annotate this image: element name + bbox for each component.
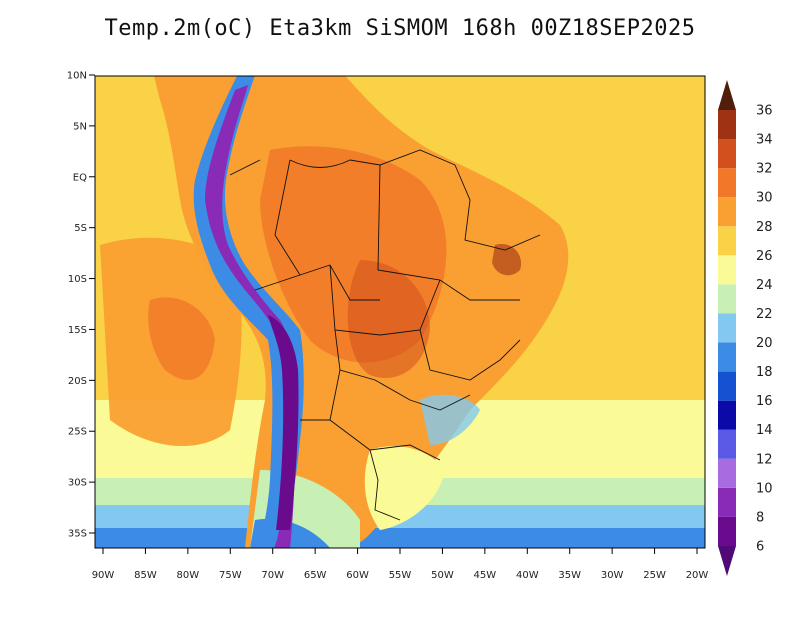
- colorbar-label: 22: [756, 307, 773, 322]
- lon-tick-label: 80W: [177, 570, 200, 581]
- colorbar-label: 24: [756, 278, 773, 293]
- lat-tick-label: 10N: [67, 71, 87, 82]
- lat-tick-label: 20S: [68, 376, 87, 387]
- lat-tick-label: 30S: [68, 478, 87, 489]
- lat-tick-label: 15S: [68, 325, 87, 336]
- colorbar-label: 18: [756, 365, 773, 380]
- lon-tick-label: 40W: [516, 570, 539, 581]
- lon-tick-label: 55W: [389, 570, 412, 581]
- southeast-coast-cool: [420, 394, 480, 445]
- colorbar-swatch: [718, 458, 736, 488]
- lon-tick-label: 70W: [261, 570, 284, 581]
- lat-tick-label: EQ: [73, 172, 87, 183]
- latitude-axis: 10N 5N EQ 5S 10S 15S 20S 25S 30S 35S: [67, 71, 95, 540]
- colorbar-label: 30: [756, 191, 773, 206]
- lat-tick-label: 35S: [68, 529, 87, 540]
- lat-tick-label: 10S: [68, 274, 87, 285]
- colorbar-label: 34: [756, 133, 773, 148]
- lon-tick-label: 85W: [134, 570, 157, 581]
- colorbar-swatch: [718, 487, 736, 517]
- political-borders: [229, 149, 541, 521]
- colorbar-label: 20: [756, 336, 773, 351]
- colorbar-under-triangle: [718, 546, 736, 576]
- colorbar-label: 26: [756, 249, 773, 264]
- colorbar-label: 6: [756, 540, 764, 555]
- colorbar-swatch: [718, 226, 736, 256]
- colorbar-over-triangle: [718, 80, 736, 110]
- lon-tick-label: 25W: [643, 570, 666, 581]
- colorbar-label: 36: [756, 104, 773, 119]
- lon-tick-label: 50W: [431, 570, 454, 581]
- colorbar-label: 8: [756, 510, 764, 525]
- colorbar-swatch: [718, 110, 736, 140]
- lon-tick-label: 60W: [346, 570, 369, 581]
- temperature-field: [95, 76, 705, 548]
- colorbar-label: 10: [756, 481, 773, 496]
- lon-tick-label: 20W: [686, 570, 709, 581]
- lat-tick-label: 5N: [73, 121, 87, 132]
- lon-tick-label: 65W: [304, 570, 327, 581]
- central-hot-core: [347, 260, 430, 378]
- lat-tick-label: 25S: [68, 427, 87, 438]
- colorbar-swatch: [718, 429, 736, 459]
- colorbar-swatch: [718, 255, 736, 285]
- colorbar-label: 14: [756, 423, 773, 438]
- colorbar: 6 8 10 12 14 16 18 20 22 24 26 28 30 32 34 36: [718, 80, 773, 576]
- colorbar-swatch: [718, 342, 736, 372]
- lat-tick-label: 5S: [74, 223, 87, 234]
- lon-tick-label: 75W: [219, 570, 242, 581]
- colorbar-swatch: [718, 313, 736, 343]
- colorbar-swatch: [718, 371, 736, 401]
- colorbar-swatch: [718, 284, 736, 314]
- colorbar-swatch: [718, 516, 736, 546]
- lon-tick-label: 45W: [474, 570, 497, 581]
- map-frame: [94, 75, 706, 549]
- pacific-warm-plume-core: [148, 297, 215, 380]
- south-cool-region: [364, 446, 445, 530]
- altiplano-coldest: [268, 315, 299, 530]
- lon-tick-label: 35W: [558, 570, 581, 581]
- colorbar-label: 16: [756, 394, 773, 409]
- colorbar-label: 28: [756, 220, 773, 235]
- map-title: Temp.2m(oC) Eta3km SiSMOM 168h 00Z18SEP2…: [104, 16, 696, 41]
- longitude-axis: 90W 85W 80W 75W 70W 65W 60W 55W 50W 45W 40W 35W 30W 2…: [92, 548, 709, 581]
- colorbar-swatch: [718, 400, 736, 430]
- colorbar-swatch: [718, 168, 736, 198]
- colorbar-swatch: [718, 139, 736, 169]
- lon-tick-label: 90W: [92, 570, 115, 581]
- colorbar-label: 12: [756, 452, 773, 467]
- colorbar-label: 32: [756, 162, 773, 177]
- northeast-hot-spot: [492, 244, 522, 276]
- lon-tick-label: 30W: [601, 570, 624, 581]
- colorbar-swatch: [718, 197, 736, 227]
